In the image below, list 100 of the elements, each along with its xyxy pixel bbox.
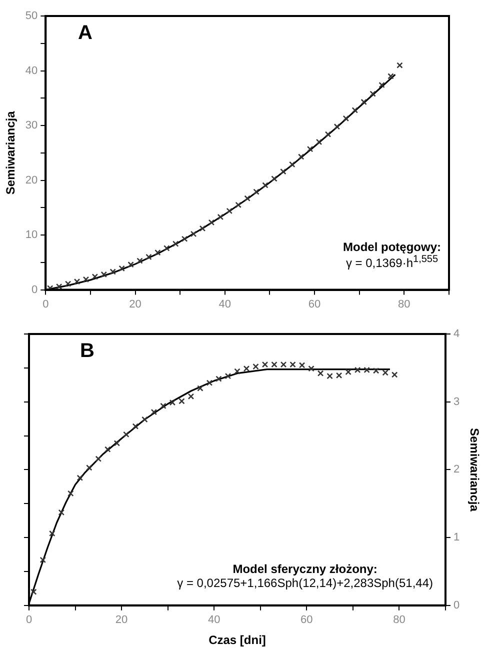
point [235, 202, 242, 208]
point [382, 370, 388, 376]
point [82, 276, 90, 283]
point [243, 365, 250, 372]
point [252, 363, 259, 370]
point [370, 90, 376, 97]
y-tick-label: 0 [32, 284, 38, 296]
point [342, 115, 350, 122]
y-tick-label: 40 [25, 64, 38, 77]
point [206, 380, 213, 386]
point [95, 456, 102, 462]
x-tick-label: 0 [42, 298, 49, 310]
y2-axis-title: Semiwariancja [467, 428, 482, 512]
point [40, 556, 46, 564]
annotation: B [80, 340, 94, 363]
point [336, 372, 342, 379]
point [271, 176, 278, 182]
point [56, 283, 62, 290]
point [216, 376, 222, 382]
point [298, 154, 304, 160]
point [354, 366, 361, 374]
point [396, 62, 403, 68]
point [316, 138, 322, 146]
point [352, 107, 358, 114]
point [199, 225, 206, 232]
x-tick-label: 40 [218, 298, 232, 310]
x-tick-label: 60 [300, 614, 313, 626]
point [118, 265, 125, 272]
point [360, 98, 367, 106]
point [92, 274, 98, 280]
point [154, 249, 161, 256]
point [271, 361, 278, 368]
point [280, 168, 286, 175]
y-axis-title: Semiwariancja [4, 110, 18, 195]
point [308, 365, 314, 372]
point [391, 372, 398, 378]
point [76, 474, 84, 481]
y2-tick-label: 4 [453, 328, 460, 340]
x-tick-label: 20 [129, 298, 142, 310]
point [326, 372, 333, 380]
point [388, 73, 394, 80]
point [181, 236, 188, 242]
y-tick-label: 50 [25, 10, 38, 22]
point [123, 431, 130, 438]
x-tick-label: 80 [393, 614, 406, 626]
y2-tick-label: 1 [453, 532, 460, 544]
point [226, 208, 233, 214]
point [46, 285, 54, 290]
annotation: Model potęgowy: [343, 240, 441, 254]
point [208, 219, 215, 226]
y-tick-label: 20 [25, 174, 38, 186]
point [164, 245, 170, 252]
point [317, 370, 324, 376]
point [58, 509, 65, 516]
point [345, 368, 352, 376]
point [372, 368, 380, 374]
point [114, 440, 120, 446]
point [146, 254, 152, 260]
annotation: A [78, 22, 92, 45]
point [334, 123, 340, 130]
point [110, 268, 116, 275]
point [306, 146, 314, 152]
point [160, 402, 166, 410]
point [132, 423, 139, 430]
x-tick-label: 40 [208, 614, 220, 626]
x-tick-label: 60 [308, 298, 321, 310]
point [224, 372, 232, 380]
annotation: γ = 0,02575+1,166Sph(12,14)+2,283Sph(51,44) [177, 576, 433, 590]
point [197, 385, 204, 392]
point [30, 588, 37, 595]
point [298, 362, 306, 368]
point [64, 280, 72, 287]
point [169, 399, 176, 406]
point [172, 240, 179, 247]
point [217, 214, 224, 220]
annotation: Model sferyczny złożony: [232, 562, 378, 576]
point [262, 182, 268, 188]
point [86, 464, 92, 471]
point [188, 393, 194, 400]
point [178, 398, 185, 404]
y2-tick-label: 3 [453, 396, 460, 408]
point [136, 258, 143, 264]
x-tick-label: 80 [398, 298, 410, 310]
y2-tick-label: 0 [453, 599, 460, 612]
point [280, 361, 287, 368]
point [104, 446, 111, 452]
point [68, 490, 74, 497]
point [190, 230, 197, 238]
annotation: γ = 0,1369·h$^{1,555}$ [344, 254, 440, 270]
point [49, 530, 56, 537]
point [290, 361, 296, 368]
point [234, 368, 240, 374]
x-axis-title: Czas [dni] [208, 633, 266, 648]
point [324, 131, 332, 138]
point [74, 278, 80, 285]
point [378, 82, 385, 88]
point [262, 361, 268, 368]
y2-tick-label: 2 [453, 464, 460, 476]
y-tick-label: 30 [25, 120, 38, 132]
y-tick-label: 10 [25, 229, 38, 242]
